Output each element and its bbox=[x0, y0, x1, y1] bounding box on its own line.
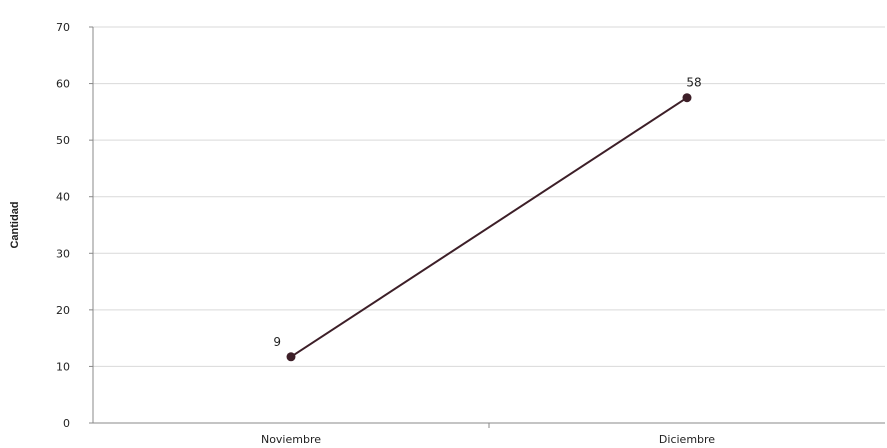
data-label: 58 bbox=[686, 76, 701, 90]
gridlines bbox=[93, 26, 885, 367]
series-layer: 9 58 bbox=[273, 76, 702, 362]
axes bbox=[92, 27, 885, 424]
y-tick-label: 30 bbox=[56, 247, 70, 260]
data-label: 9 bbox=[273, 335, 281, 349]
x-tick-label: Diciembre bbox=[659, 433, 715, 446]
y-tick-label: 60 bbox=[56, 78, 70, 91]
y-tick-label: 0 bbox=[63, 417, 70, 430]
y-tick-label: 20 bbox=[56, 304, 70, 317]
y-tick-label: 50 bbox=[56, 134, 70, 147]
y-tick-labels: 0 10 20 30 40 50 60 70 bbox=[56, 21, 93, 430]
x-tick-label: Noviembre bbox=[261, 433, 321, 446]
y-tick-label: 10 bbox=[56, 360, 70, 373]
y-tick-label: 40 bbox=[56, 191, 70, 204]
series-line bbox=[290, 96, 688, 358]
data-point bbox=[286, 352, 296, 362]
y-tick-label: 70 bbox=[56, 21, 70, 34]
y-axis-title: Cantidad bbox=[9, 201, 21, 248]
data-point bbox=[682, 93, 692, 103]
x-tick-labels: Noviembre Diciembre bbox=[261, 423, 715, 446]
